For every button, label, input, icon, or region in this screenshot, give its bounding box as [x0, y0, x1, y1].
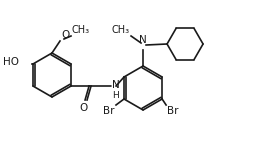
Text: N: N: [112, 80, 120, 90]
Text: N: N: [139, 35, 147, 45]
Text: CH₃: CH₃: [112, 25, 130, 35]
Text: O: O: [61, 30, 69, 40]
Text: Br: Br: [103, 106, 115, 116]
Text: CH₃: CH₃: [71, 25, 89, 35]
Text: Br: Br: [167, 106, 178, 116]
Text: O: O: [79, 103, 87, 113]
Text: HO: HO: [3, 57, 19, 67]
Text: H: H: [112, 91, 119, 100]
